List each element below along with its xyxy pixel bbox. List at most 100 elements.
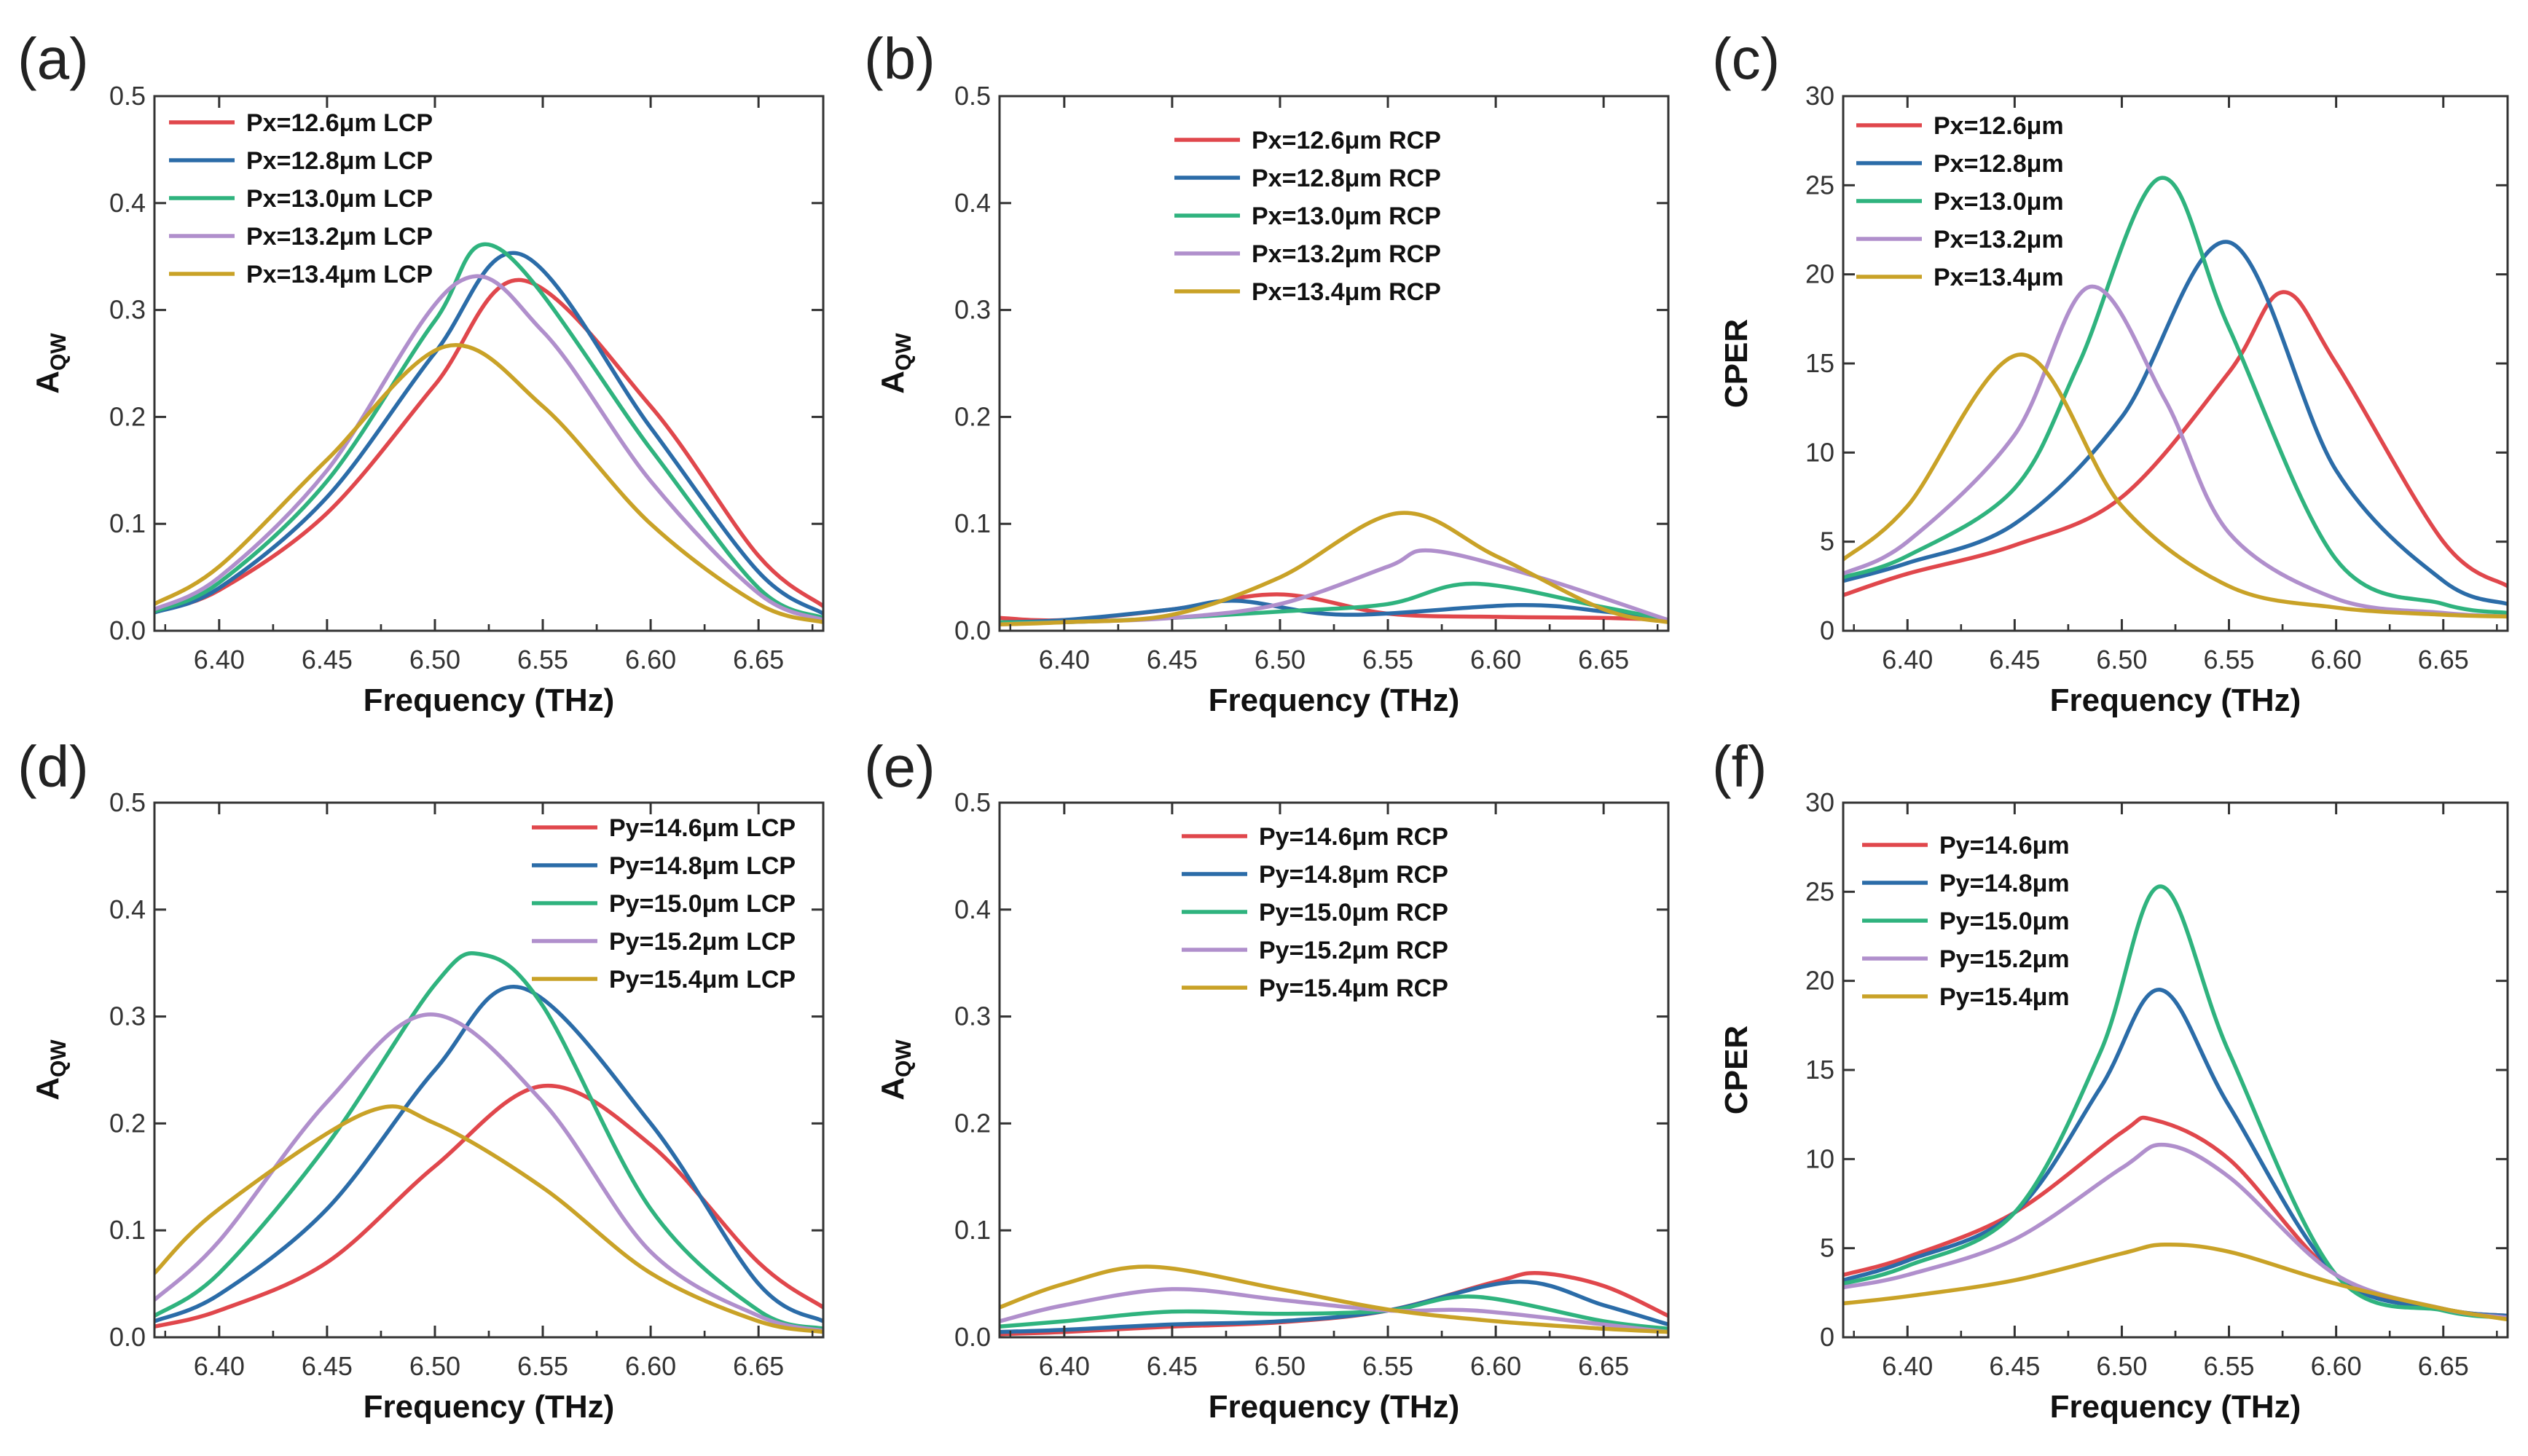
panel-e-ytick-label: 0.3 xyxy=(954,1002,991,1031)
panel-b-xtick-label: 6.40 xyxy=(1039,645,1090,674)
panel-b-legend-label: Px=12.8μm RCP xyxy=(1252,165,1441,192)
panel-b-xtick-label: 6.50 xyxy=(1255,645,1306,674)
panel-e-xtick-label: 6.65 xyxy=(1578,1351,1629,1381)
panel-c-series-line-5 xyxy=(1843,353,2508,619)
panel-c-legend-label: Px=13.0μm xyxy=(1934,188,2064,216)
panel-c-xtick-label: 6.40 xyxy=(1882,645,1933,674)
panel-b-xtick-label: 6.55 xyxy=(1362,645,1413,674)
panel-f: 6.40 6.45 6.50 6.55 6.60 6.65 0 5 10 15 20 25 30 Freq… xyxy=(1712,734,2509,1425)
panel-e-series-line-3 xyxy=(1000,1294,1668,1331)
panel-d-xtick-label: 6.55 xyxy=(517,1351,568,1381)
panel-a-xtick-label: 6.40 xyxy=(194,645,245,674)
panel-c-ytick-label: 0 xyxy=(1820,615,1834,645)
panel-a-ytick-label: 0.5 xyxy=(109,81,146,111)
panel-a-ytick-label: 0.2 xyxy=(109,401,146,431)
panel-a-label: (a) xyxy=(17,26,89,91)
panel-b-ytick-label: 0.3 xyxy=(954,295,991,325)
panel-d-xtick-label: 6.40 xyxy=(194,1351,245,1381)
panel-e-legend-label: Py=14.6μm RCP xyxy=(1259,823,1448,851)
panel-a-legend-label: Px=13.4μm LCP xyxy=(246,261,433,288)
panel-d-xtick-label: 6.60 xyxy=(625,1351,676,1381)
panel-b-legend-label: Px=13.4μm RCP xyxy=(1252,278,1441,306)
panel-a-xtick-label: 6.55 xyxy=(517,645,568,674)
panel-a-legend-label: Px=13.0μm LCP xyxy=(246,185,433,213)
panel-e-xtick-label: 6.55 xyxy=(1362,1351,1413,1381)
panel-b-ytick-label: 0.1 xyxy=(954,508,991,538)
panel-b-ylabel: AQW xyxy=(875,333,916,394)
panel-f-ytick-label: 0 xyxy=(1820,1322,1834,1352)
panel-b-ylabel-subscript: QW xyxy=(892,333,916,371)
panel-e-legend-label: Py=15.2μm RCP xyxy=(1259,937,1448,964)
panel-b-legend: Px=12.6μm RCP Px=12.8μm RCP Px=13.0μm RCP P… xyxy=(1174,127,1441,306)
panel-d-legend-label: Py=15.2μm LCP xyxy=(609,928,796,956)
panel-e-ylabel-subscript: QW xyxy=(892,1039,916,1077)
panel-e-ytick-label: 0.4 xyxy=(954,894,991,924)
panel-f-ytick-label: 30 xyxy=(1805,787,1834,817)
panel-f-legend: Py=14.6μm Py=14.8μm Py=15.0μm Py=15.2μm Py=1… xyxy=(1862,832,2070,1011)
panel-d-ytick-label: 0.3 xyxy=(109,1002,146,1031)
panel-e-series-line-4 xyxy=(1000,1287,1668,1334)
panel-f-ytick-label: 5 xyxy=(1820,1233,1834,1263)
panel-f-ytick-label: 15 xyxy=(1805,1055,1834,1085)
panel-f-legend-label: Py=15.2μm xyxy=(1939,945,2070,973)
panel-f-xtick-label: 6.65 xyxy=(2418,1351,2469,1381)
panel-c-ytick-label: 30 xyxy=(1805,81,1834,111)
panel-d-series-line-5 xyxy=(154,1104,823,1334)
panel-e: 6.40 6.45 6.50 6.55 6.60 6.65 0.0 0.1 0.2 0.3 0.4 0… xyxy=(864,734,1670,1425)
panel-d-legend-label: Py=15.0μm LCP xyxy=(609,890,796,918)
panel-c-xtick-label: 6.65 xyxy=(2418,645,2469,674)
panel-d-ytick-label: 0.5 xyxy=(109,787,146,817)
panel-c-legend-label: Px=13.4μm xyxy=(1934,264,2064,291)
panel-e-legend-label: Py=14.8μm RCP xyxy=(1259,861,1448,889)
panel-e-xtick-label: 6.50 xyxy=(1255,1351,1306,1381)
panel-a-series-line-2 xyxy=(154,251,823,616)
panel-d-xlabel: Frequency (THz) xyxy=(364,1389,615,1425)
panel-a-series-line-4 xyxy=(154,274,823,623)
panel-c-ytick-label: 20 xyxy=(1805,259,1834,289)
panel-a-series-line-3 xyxy=(154,242,823,621)
panel-d-ytick-label: 0.4 xyxy=(109,894,146,924)
panel-f-series-line-3 xyxy=(1843,884,2508,1320)
panel-f-xlabel: Frequency (THz) xyxy=(2050,1389,2301,1425)
panel-a-xtick-label: 6.65 xyxy=(733,645,784,674)
panel-f-xtick-label: 6.60 xyxy=(2311,1351,2362,1381)
panel-e-legend-label: Py=15.4μm RCP xyxy=(1259,975,1448,1002)
panel-a-ytick-label: 0.4 xyxy=(109,188,146,218)
panel-e-xtick-label: 6.40 xyxy=(1039,1351,1090,1381)
panel-c-xtick-label: 6.45 xyxy=(1989,645,2040,674)
panel-a-ytick-label: 0.1 xyxy=(109,508,146,538)
panel-f-legend-label: Py=14.6μm xyxy=(1939,832,2070,859)
panel-e-series-line-5 xyxy=(1000,1264,1668,1334)
panel-a-ylabel: AQW xyxy=(30,333,71,394)
panel-e-label: (e) xyxy=(864,734,935,799)
panel-c-ytick-label: 25 xyxy=(1805,170,1834,200)
panel-f-xtick-label: 6.50 xyxy=(2096,1351,2147,1381)
panel-b: 6.40 6.45 6.50 6.55 6.60 6.65 0.0 0.1 0.2 0.3 0.4 0… xyxy=(864,26,1670,718)
panel-e-legend: Py=14.6μm RCP Py=14.8μm RCP Py=15.0μm RCP P… xyxy=(1182,823,1448,1002)
panel-c: 6.40 6.45 6.50 6.55 6.60 6.65 0 5 10 15 20 25 30 Freq… xyxy=(1712,26,2509,718)
panel-b-series-line-5 xyxy=(1000,511,1668,626)
panel-a-legend-label: Px=12.8μm LCP xyxy=(246,147,433,175)
panel-b-ytick-label: 0.0 xyxy=(954,615,991,645)
panel-d-series-line-4 xyxy=(154,1012,823,1333)
panel-c-xtick-label: 6.50 xyxy=(2096,645,2147,674)
panel-c-xtick-label: 6.60 xyxy=(2311,645,2362,674)
panel-d: 6.40 6.45 6.50 6.55 6.60 6.65 0.0 0.1 0.2 0.3 0.4 0… xyxy=(17,734,825,1425)
panel-e-legend-label: Py=15.0μm RCP xyxy=(1259,899,1448,926)
panel-d-plot-frame xyxy=(153,801,825,1339)
panel-e-series-line-2 xyxy=(1000,1279,1668,1334)
panel-c-ylabel: CPER xyxy=(1719,319,1754,408)
panel-a-xtick-label: 6.60 xyxy=(625,645,676,674)
panel-f-legend-label: Py=14.8μm xyxy=(1939,870,2070,897)
panel-d-legend-label: Py=14.8μm LCP xyxy=(609,852,796,880)
panel-b-xtick-label: 6.60 xyxy=(1470,645,1521,674)
panel-c-ytick-label: 5 xyxy=(1820,527,1834,556)
panel-f-ylabel: CPER xyxy=(1719,1026,1754,1114)
panel-f-series-line-5 xyxy=(1843,1242,2508,1322)
panel-a-legend-label: Px=12.6μm LCP xyxy=(246,109,433,137)
panel-a-xlabel: Frequency (THz) xyxy=(364,682,615,718)
panel-f-xtick-label: 6.45 xyxy=(1989,1351,2040,1381)
panel-d-ytick-label: 0.2 xyxy=(109,1108,146,1138)
panel-f-ytick-label: 20 xyxy=(1805,966,1834,996)
